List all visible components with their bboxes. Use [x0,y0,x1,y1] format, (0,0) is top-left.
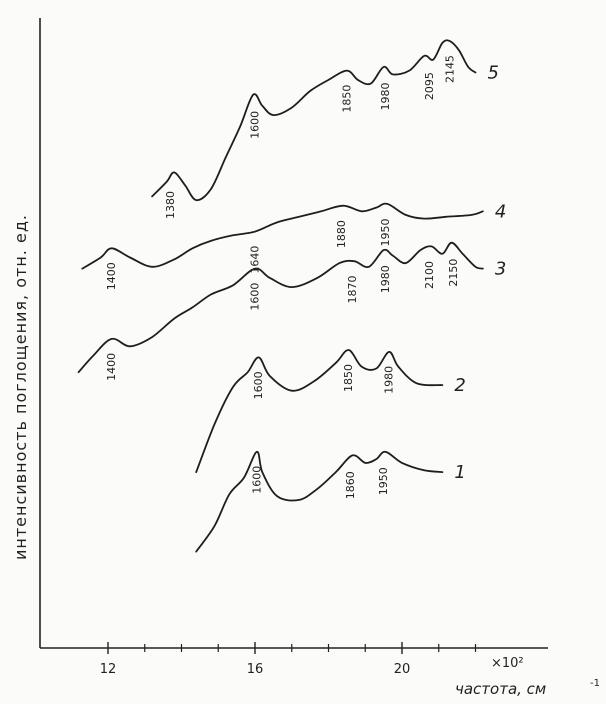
peak-label: 1980 [383,366,396,394]
x-tick-label: 20 [394,662,411,677]
series-4-number: 4 [495,201,506,222]
peak-label: 1950 [379,218,392,246]
series-2-line [195,349,444,473]
peak-label: 1880 [335,220,348,248]
series-5-number: 5 [488,63,499,84]
peak-label: 2145 [443,55,456,83]
y-axis-label: интенсивность поглощения, отн. ед. [11,214,30,560]
peak-label: 1980 [379,265,392,293]
peak-label: 1850 [340,85,353,113]
series-3-line [77,241,484,374]
series-5-line [151,39,477,202]
x-multiplier: ×10² [491,656,524,671]
peak-label: 1380 [164,191,177,219]
peak-label: 1640 [249,246,262,274]
peak-label: 2150 [447,259,460,287]
x-axis-label: частота, см [455,680,546,698]
peak-label: 1600 [249,111,262,139]
peak-label: 1870 [346,275,359,303]
peak-label: 2100 [423,261,436,289]
x-tick-label: 12 [100,662,117,677]
peak-label: 1980 [379,82,392,110]
peak-label: 1600 [249,283,262,311]
series-1-line [195,450,444,553]
x-tick-label: 16 [247,662,264,677]
peak-label: 2095 [423,72,436,100]
x-axis-label-unit-exponent: -1 [590,678,600,689]
peak-label: 1400 [105,262,118,290]
peak-label: 1600 [252,371,265,399]
series-2-number: 2 [454,375,465,396]
labels: 1 1600 1860 1950 2 1600 1850 1980 3 1400 1600 1870 1… [105,55,506,499]
peak-label: 1400 [105,353,118,381]
series-1-number: 1 [454,462,465,483]
peak-label: 1860 [344,471,357,499]
series-3-number: 3 [495,259,506,280]
peak-label: 1950 [377,467,390,495]
peak-label: 1850 [342,364,355,392]
curves [77,39,484,553]
series-4-line [81,202,484,270]
peak-label: 1600 [250,466,263,494]
